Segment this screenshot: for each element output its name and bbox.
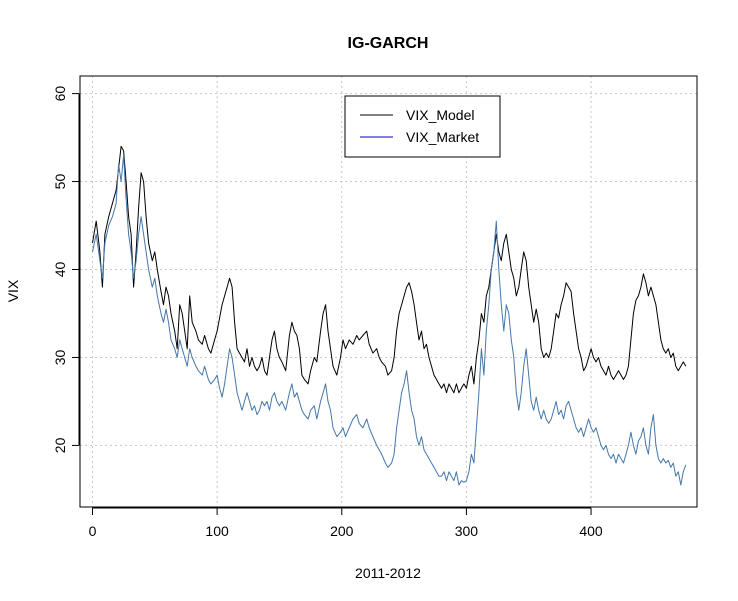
x-axis: 0 100 200 300 400: [89, 507, 603, 539]
y-tick-label: 30: [52, 349, 68, 365]
legend-label-vix-market: VIX_Market: [406, 129, 479, 145]
plot-frame: [79, 75, 698, 508]
x-tick-label: 400: [579, 523, 603, 539]
x-tick-label: 200: [330, 523, 354, 539]
legend-label-vix-model: VIX_Model: [406, 107, 474, 123]
legend: VIX_Model VIX_Market: [344, 95, 501, 158]
x-tick-label: 300: [455, 523, 479, 539]
legend-box: [344, 95, 501, 158]
y-axis: 20 30 40 50 60: [52, 86, 80, 453]
y-axis-label: VIX: [5, 279, 21, 302]
series-layer: [92, 145, 687, 486]
y-tick-label: 40: [52, 262, 68, 278]
y-tick-label: 20: [52, 437, 68, 453]
x-axis-label: 2011-2012: [355, 565, 421, 581]
y-tick-label: 60: [52, 86, 68, 102]
series-line-vix-market: [92, 154, 687, 486]
series-line-vix-model: [92, 145, 687, 394]
y-tick-label: 50: [52, 174, 68, 190]
x-tick-label: 100: [205, 523, 229, 539]
chart-title: IG-GARCH: [348, 35, 429, 52]
x-tick-label: 0: [89, 523, 97, 539]
